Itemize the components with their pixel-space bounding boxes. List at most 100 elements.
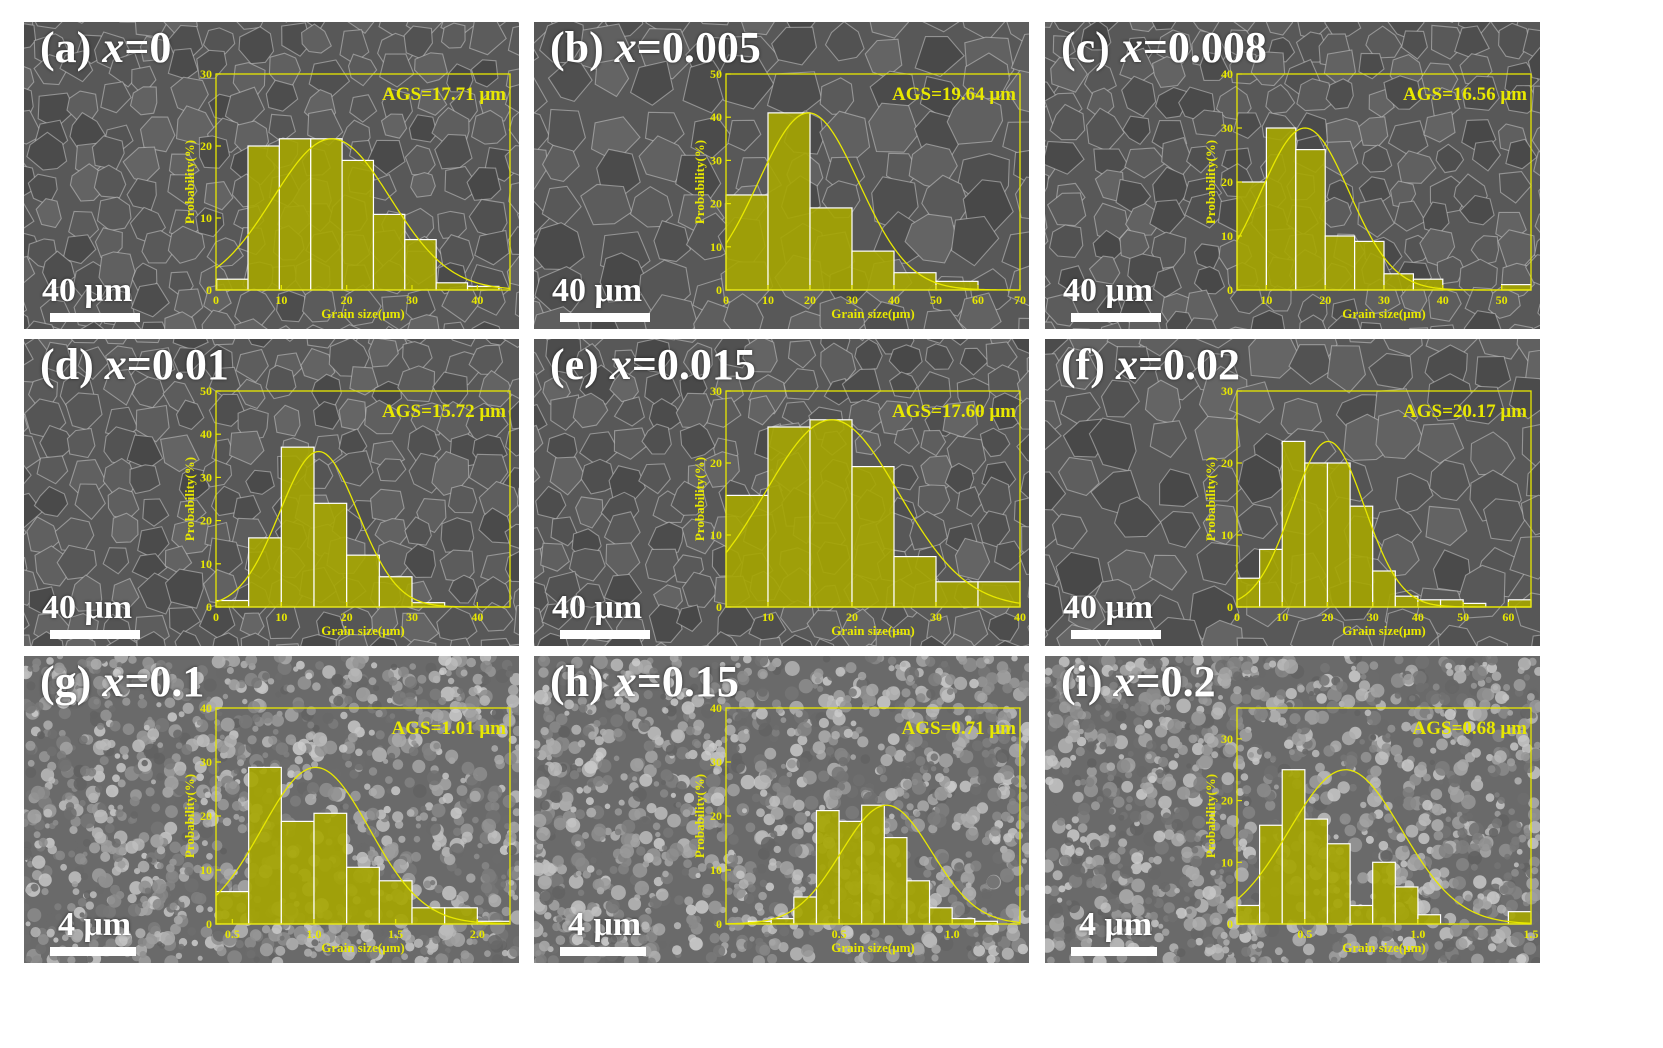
sem-grain <box>565 817 581 833</box>
sem-grain <box>1514 777 1522 785</box>
sem-grain <box>1431 819 1444 832</box>
sem-grain <box>181 832 191 842</box>
sem-grain <box>793 928 804 939</box>
sem-grain <box>884 935 894 945</box>
sem-grain <box>534 862 545 877</box>
sem-grain <box>1518 657 1531 671</box>
sem-grain <box>241 768 247 774</box>
x-tick-label: 30 <box>406 293 418 307</box>
sem-grain <box>556 916 562 923</box>
sem-grain <box>47 729 58 740</box>
sem-grain <box>993 540 1026 571</box>
sem-grain <box>793 799 805 812</box>
sem-grain <box>130 811 139 819</box>
sem-grain <box>371 662 378 669</box>
sem-grain <box>829 787 842 801</box>
sem-grain <box>1459 194 1495 226</box>
sem-grain <box>141 759 148 767</box>
sem-grain <box>79 799 86 807</box>
sem-grain <box>391 786 401 796</box>
sem-grain <box>723 293 764 329</box>
sem-grain <box>164 821 178 835</box>
sem-grain <box>508 400 519 430</box>
sem-grain <box>769 858 777 866</box>
sem-grain <box>404 516 432 546</box>
y-tick-label: 20 <box>710 809 722 823</box>
sem-grain <box>1115 710 1127 722</box>
sem-grain <box>391 956 402 963</box>
sem-grain <box>831 766 846 781</box>
sem-grain <box>261 711 274 724</box>
sem-grain <box>1361 144 1393 173</box>
sem-grain <box>1184 896 1190 902</box>
sem-grain <box>540 727 549 736</box>
panel-a: 0 10 20 30 0 10 20 30 40 Grain size(μm) Probabilit… <box>24 22 519 329</box>
sem-grain <box>1523 674 1531 681</box>
sem-grain <box>496 726 508 738</box>
sem-grain <box>86 955 94 963</box>
sem-grain <box>504 523 519 549</box>
sem-grain <box>294 756 303 765</box>
sem-grain <box>505 669 514 678</box>
sem-grain <box>226 667 234 674</box>
histogram-bar <box>851 250 895 291</box>
sem-grain <box>247 700 261 714</box>
sem-grain <box>408 746 419 757</box>
sem-grain <box>751 793 761 803</box>
sem-grain <box>885 745 897 757</box>
sem-grain <box>638 816 651 829</box>
sem-grain <box>869 22 910 39</box>
sem-grain <box>764 747 777 760</box>
sem-grain <box>728 834 739 845</box>
sem-grain <box>233 813 240 820</box>
sem-grain <box>157 742 164 748</box>
sem-grain <box>1498 171 1532 204</box>
sem-grain <box>366 807 380 821</box>
sem-grain <box>509 643 519 646</box>
sem-grain <box>364 783 371 790</box>
sem-grain <box>1009 743 1023 758</box>
sem-grain <box>431 784 444 797</box>
sem-grain <box>1213 793 1222 802</box>
sem-grain <box>1067 658 1076 667</box>
sem-grain <box>375 540 413 579</box>
sem-grain <box>504 551 519 583</box>
sem-grain <box>204 791 212 798</box>
sem-micrograph-texture <box>24 22 519 329</box>
sem-grain <box>54 903 62 911</box>
sem-grain <box>448 574 478 604</box>
sem-grain <box>508 880 515 886</box>
sem-grain <box>815 677 821 684</box>
sem-grain <box>96 722 105 730</box>
sem-grain <box>534 112 550 155</box>
sem-grain <box>543 710 555 723</box>
sem-grain <box>44 823 51 829</box>
sem-grain <box>285 734 297 745</box>
x-tick-label: 60 <box>1502 610 1514 624</box>
sem-grain <box>1193 266 1226 295</box>
sem-grain <box>1505 138 1538 170</box>
sem-grain <box>888 705 896 713</box>
sem-grain <box>731 906 739 913</box>
sem-grain <box>818 693 833 708</box>
sem-grain <box>938 852 949 864</box>
sem-grain <box>335 935 345 945</box>
sem-grain <box>155 660 167 671</box>
sem-grain <box>984 753 998 768</box>
sem-grain <box>141 852 148 859</box>
sem-grain <box>973 932 979 938</box>
sem-grain <box>954 905 965 916</box>
sem-grain <box>212 632 240 646</box>
panel-c: 0 10 20 30 40 10 20 30 40 50 Grain size(μm) Probabi… <box>1045 22 1540 329</box>
sem-grain <box>442 793 454 804</box>
sem-grain <box>53 937 59 943</box>
composition-value: =0.15 <box>636 657 739 706</box>
sem-grain <box>665 744 678 756</box>
sem-grain <box>1349 339 1376 344</box>
sem-grain <box>653 876 664 887</box>
sem-grain <box>434 834 447 847</box>
sem-grain <box>713 919 720 926</box>
sem-grain <box>184 878 199 893</box>
sem-grain <box>1072 327 1090 329</box>
sem-grain <box>973 944 985 957</box>
